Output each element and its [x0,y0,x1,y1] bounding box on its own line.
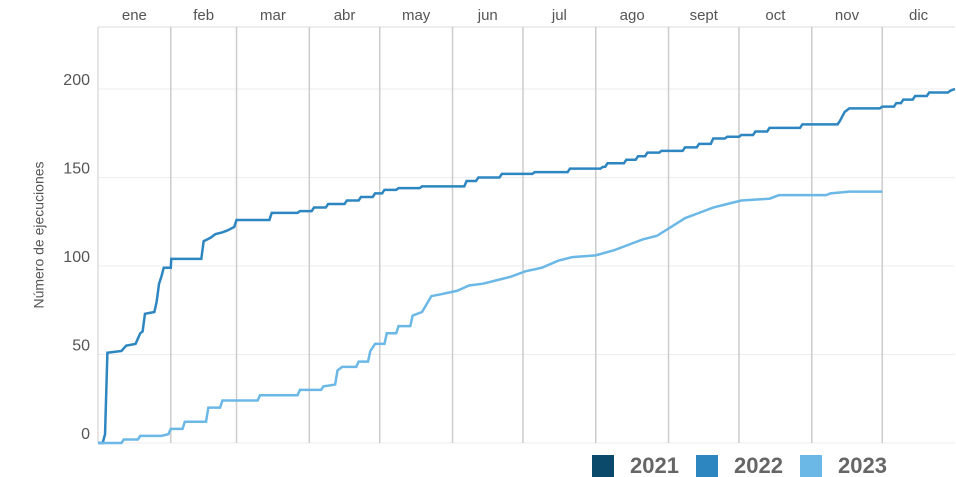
month-label: jun [477,7,498,24]
month-label: ene [122,7,147,24]
month-label: sept [690,7,719,24]
month-label: abr [334,7,356,24]
legend-swatch [800,455,822,477]
month-label: jul [551,7,567,24]
y-tick-label: 200 [63,72,90,89]
month-label: ago [620,7,645,24]
month-label: oct [765,7,786,24]
y-tick-label: 50 [72,338,90,355]
legend-swatch [696,455,718,477]
legend-label: 2022 [734,453,783,477]
y-tick-label: 100 [63,249,90,266]
y-axis-label: Número de ejecuciones [31,161,47,308]
legend-swatch [592,455,614,477]
month-label: feb [193,7,214,24]
legend-label: 2023 [838,453,887,477]
month-label: dic [909,7,929,24]
month-label: may [402,7,431,24]
legend-label: 2021 [630,453,679,477]
series-line [98,190,883,445]
y-tick-label: 150 [63,161,90,178]
month-label: mar [260,7,286,24]
series-line [98,87,956,445]
month-label: nov [835,7,860,24]
y-tick-label: 0 [81,426,90,443]
